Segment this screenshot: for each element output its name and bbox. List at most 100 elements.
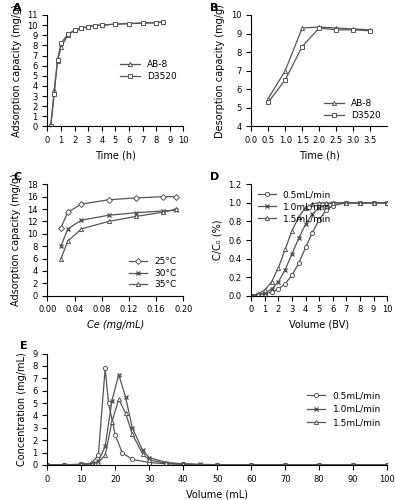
D3520 [113,21,118,27]
30°C [66,226,70,232]
0.5mL/min [357,200,362,206]
0.5mL/min [130,456,135,462]
1.5mL/min [89,461,94,467]
D3520 [126,20,131,26]
AB-8 [86,24,90,30]
1.5mL/min [290,228,294,234]
1.5mL/min [371,200,376,206]
Legend: AB-8, D3520: AB-8, D3520 [322,98,383,122]
1.5mL/min [130,431,135,437]
1.0mL/min [62,462,67,468]
25°C [134,195,138,201]
0.5mL/min [215,462,220,468]
0.5mL/min [45,462,50,468]
1.5mL/min [317,200,322,206]
1.5mL/min [198,462,203,468]
0.5mL/min [351,462,356,468]
0.5mL/min [164,461,169,467]
D3520 [66,31,70,37]
AB-8 [113,21,118,27]
D3520 [79,25,84,31]
1.0mL/min [283,462,288,468]
1.5mL/min [283,246,288,252]
0.5mL/min [385,462,389,468]
1.5mL/min [249,292,254,298]
1.0mL/min [296,235,301,241]
Line: 30°C: 30°C [59,208,179,248]
1.0mL/min [79,462,84,468]
1.5mL/min [324,200,328,206]
1.0mL/min [262,290,267,296]
1.5mL/min [385,200,389,206]
AB-8 [100,22,104,28]
35°C [106,218,111,224]
0.5mL/min [371,200,376,206]
1.5mL/min [351,462,356,468]
AB-8 [126,20,131,26]
Line: 1.0mL/min: 1.0mL/min [45,372,389,467]
1.0mL/min [249,462,254,468]
1.5mL/min [96,460,101,466]
0.5mL/min [290,272,294,278]
1.0mL/min [357,200,362,206]
30°C [174,208,179,214]
1.5mL/min [262,287,267,293]
1.5mL/min [269,279,274,285]
1.0mL/min [123,394,128,400]
30°C [106,212,111,218]
1.0mL/min [371,200,376,206]
1.5mL/min [357,200,362,206]
25°C [66,209,70,215]
1.0mL/min [385,200,389,206]
D3520 [160,19,165,25]
1.0mL/min [215,462,220,468]
1.5mL/min [249,462,254,468]
Y-axis label: Adsorption capacity (mg/g): Adsorption capacity (mg/g) [11,4,22,137]
0.5mL/min [249,462,254,468]
Y-axis label: C/C₀ (%): C/C₀ (%) [213,220,223,260]
0.5mL/min [303,244,308,250]
X-axis label: Ce (mg/mL): Ce (mg/mL) [87,320,144,330]
30°C [79,217,84,223]
Text: A: A [13,2,22,12]
35°C [58,256,63,262]
0.5mL/min [62,462,67,468]
1.0mL/min [45,462,50,468]
1.0mL/min [164,460,169,466]
35°C [160,209,165,215]
X-axis label: Time (h): Time (h) [299,150,340,160]
Line: 1.0mL/min: 1.0mL/min [249,201,389,298]
1.5mL/min [283,462,288,468]
D3520 [283,77,288,83]
1.5mL/min [330,200,335,206]
AB-8 [140,20,145,26]
D3520 [100,22,104,28]
1.0mL/min [140,447,145,453]
AB-8 [49,123,53,129]
Line: 35°C: 35°C [59,207,179,260]
35°C [134,214,138,220]
Y-axis label: Concentration (mg/mL): Concentration (mg/mL) [17,352,27,466]
0.5mL/min [113,432,118,438]
Line: AB-8: AB-8 [266,25,372,101]
0.5mL/min [120,450,124,456]
Text: C: C [13,172,22,182]
0.5mL/min [198,462,203,468]
1.5mL/min [385,462,389,468]
1.5mL/min [147,457,152,463]
1.5mL/min [140,451,145,457]
0.5mL/min [103,366,107,372]
0.5mL/min [181,462,186,468]
0.5mL/min [147,460,152,466]
Text: D: D [211,172,220,182]
Line: 0.5mL/min: 0.5mL/min [45,366,389,467]
1.5mL/min [123,410,128,416]
25°C [79,201,84,207]
AB-8 [58,44,63,51]
25°C [58,224,63,230]
1.0mL/min [344,200,349,206]
Y-axis label: Desorption capacity (mg/g): Desorption capacity (mg/g) [215,4,226,138]
D3520 [140,20,145,26]
Line: 1.5mL/min: 1.5mL/min [45,398,389,467]
0.5mL/min [89,460,94,466]
